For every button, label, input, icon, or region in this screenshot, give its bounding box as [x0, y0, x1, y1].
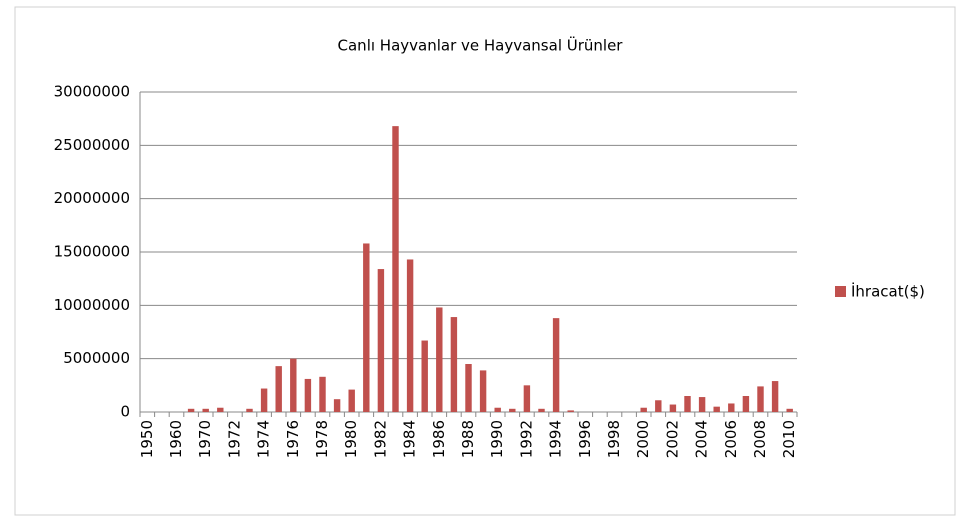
legend-swatch — [835, 286, 846, 297]
x-tick-label: 2004 — [693, 420, 711, 458]
x-tick-label: 1972 — [225, 420, 243, 458]
bar — [771, 381, 779, 412]
y-tick-label: 0 — [120, 403, 130, 421]
x-tick-label: 1990 — [488, 420, 506, 458]
bar — [713, 406, 720, 412]
bar — [436, 307, 443, 412]
bar — [377, 269, 385, 412]
bar — [494, 407, 501, 412]
bar — [421, 340, 428, 412]
x-tick-label: 1988 — [459, 420, 477, 458]
bar — [392, 126, 399, 412]
bar — [363, 243, 370, 412]
x-tick-label: 2000 — [634, 420, 652, 458]
y-tick-label: 20000000 — [54, 189, 130, 207]
x-tick-label: 1986 — [430, 420, 448, 458]
bar — [479, 370, 487, 412]
x-tick-label: 1994 — [547, 420, 565, 458]
x-tick-label: 2002 — [663, 420, 681, 458]
y-tick-label: 15000000 — [54, 243, 130, 261]
chart-title: Canlı Hayvanlar ve Hayvansal Ürünler — [338, 36, 624, 55]
y-tick-label: 30000000 — [54, 83, 130, 101]
bar — [275, 366, 282, 412]
bar — [684, 396, 691, 412]
bar — [523, 385, 531, 412]
bar — [246, 408, 253, 412]
bar — [742, 396, 750, 412]
bar — [319, 376, 326, 412]
y-tick-label: 5000000 — [63, 349, 130, 367]
x-tick-label: 2010 — [780, 420, 798, 458]
bar — [260, 388, 268, 412]
bar — [538, 408, 545, 412]
y-tick-label: 10000000 — [54, 296, 130, 314]
bar — [786, 408, 793, 412]
bar — [552, 318, 560, 412]
bar — [406, 259, 414, 412]
bar — [757, 386, 764, 412]
bar — [640, 407, 647, 412]
x-tick-label: 2008 — [751, 420, 769, 458]
bar — [698, 397, 706, 412]
bar — [304, 378, 312, 412]
bar — [217, 407, 224, 412]
bar — [728, 403, 735, 412]
legend-label: İhracat($) — [851, 282, 925, 301]
x-tick-label: 1980 — [342, 420, 360, 458]
bar — [655, 400, 662, 412]
x-tick-label: 1992 — [517, 420, 535, 458]
bar — [333, 399, 341, 412]
x-tick-label: 1998 — [605, 420, 623, 458]
x-tick-label: 1950 — [138, 420, 156, 458]
bar — [290, 358, 297, 412]
bar — [567, 410, 574, 412]
x-tick-label: 1976 — [284, 420, 302, 458]
bar — [669, 404, 677, 412]
x-tick-label: 1978 — [313, 420, 331, 458]
chart-frame — [14, 6, 956, 516]
bar — [450, 317, 458, 412]
y-axis-labels: 0 5000000 10000000 15000000 20000000 25000000… — [54, 83, 130, 421]
y-tick-label: 25000000 — [54, 136, 130, 154]
bar — [509, 408, 516, 412]
bar — [187, 408, 195, 412]
x-tick-label: 1974 — [255, 420, 273, 458]
x-tick-label: 2006 — [722, 420, 740, 458]
x-tick-label: 1982 — [371, 420, 389, 458]
x-tick-label: 1996 — [576, 420, 594, 458]
x-tick-label: 1970 — [196, 420, 214, 458]
bar — [348, 389, 355, 412]
bar — [202, 408, 209, 412]
x-tick-label: 1960 — [167, 420, 185, 458]
x-tick-label: 1984 — [401, 420, 419, 458]
bar — [465, 364, 472, 412]
